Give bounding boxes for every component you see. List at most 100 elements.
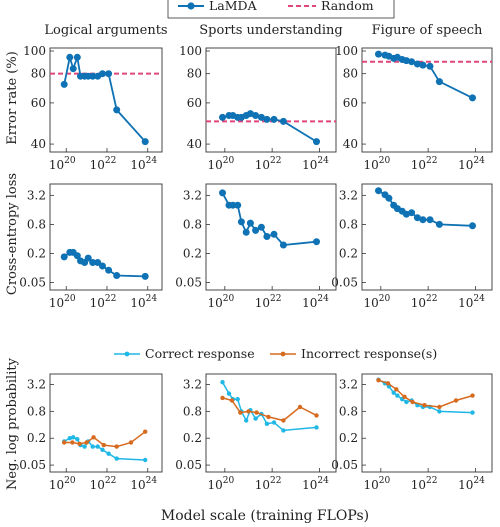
point-loss-sports-lamda-6	[246, 219, 254, 227]
ytick-label-error-sports-1: 80	[187, 67, 202, 81]
xtick-exponent-loss-logical-1: 22	[105, 294, 116, 304]
xtick-label-nlp-logical-1: 1022	[90, 476, 117, 492]
point-nlp-figure-correct-response-12	[470, 410, 475, 415]
legend-lamda-marker	[187, 2, 195, 10]
xtick-exponent-error-sports-0: 20	[223, 156, 235, 166]
xtick-exponent-loss-logical-0: 20	[64, 294, 76, 304]
ytick-label-error-logical-1: 80	[31, 67, 46, 81]
panel-frame-error-figure	[361, 47, 493, 153]
point-error-figure-lamda-11	[435, 78, 443, 86]
xtick-exponent-loss-figure-2: 24	[473, 294, 485, 304]
xtick-label-loss-figure-1: 1022	[411, 294, 438, 310]
xtick-label-loss-logical-2: 1024	[130, 294, 157, 310]
column-title-sports: Sports understanding	[199, 23, 342, 38]
point-loss-logical-lamda-10	[105, 266, 113, 274]
point-nlp-logical-incorrect-response-s-3	[84, 440, 89, 445]
ytick-label-loss-sports-1: 0.8	[183, 217, 202, 231]
point-loss-sports-lamda-9	[263, 233, 271, 240]
point-loss-sports-lamda-10	[270, 230, 278, 238]
point-nlp-logical-incorrect-response-s-5	[101, 442, 107, 448]
ytick-label-error-figure-3: 40	[343, 137, 358, 151]
ytick-label-loss-logical-1: 0.8	[27, 217, 46, 231]
ytick-label-loss-sports-0: 3.2	[183, 188, 202, 202]
xtick-label-error-logical-0: 1020	[49, 156, 76, 172]
point-error-logical-lamda-2	[69, 65, 77, 73]
point-loss-logical-lamda-0	[60, 253, 68, 261]
point-error-figure-lamda-10	[426, 62, 434, 70]
point-loss-sports-lamda-0	[219, 189, 226, 197]
point-nlp-sports-correct-response-10	[271, 420, 277, 425]
ytick-label-error-sports-0: 100	[179, 44, 202, 58]
point-nlp-figure-incorrect-response-s-5	[422, 403, 427, 408]
point-nlp-figure-correct-response-6	[404, 399, 409, 405]
legend-bottom: Correct response Incorrect response(s)	[114, 346, 437, 361]
point-nlp-logical-correct-response-8	[95, 444, 100, 449]
xtick-label-error-logical-1: 1022	[90, 156, 117, 172]
xtick-exponent-loss-figure-0: 20	[379, 294, 391, 304]
ytick-label-nlp-logical-0: 3.2	[27, 377, 46, 391]
ytick-label-loss-figure-2: 0.2	[339, 246, 358, 260]
point-nlp-sports-incorrect-response-s-6	[281, 418, 286, 423]
point-nlp-sports-correct-response-5	[244, 418, 249, 423]
point-error-logical-lamda-0	[60, 80, 68, 88]
point-nlp-figure-incorrect-response-s-2	[394, 387, 399, 392]
ytick-label-nlp-figure-0: 3.2	[339, 377, 358, 391]
point-error-sports-lamda-11	[279, 117, 287, 125]
panel-frame-nlp-sports	[205, 373, 337, 473]
point-nlp-sports-incorrect-response-s-2	[238, 410, 243, 415]
panel-error-sports: 100 80 60 40 1020 1022 1024	[179, 44, 337, 172]
point-error-figure-lamda-12	[469, 94, 476, 102]
ytick-label-loss-sports-3: 0.05	[175, 276, 202, 290]
point-nlp-sports-incorrect-response-s-4	[254, 410, 259, 415]
point-error-sports-lamda-9	[263, 115, 271, 123]
ytick-label-nlp-sports-1: 0.8	[183, 404, 202, 418]
xtick-exponent-error-logical-2: 24	[146, 156, 158, 166]
xtick-exponent-loss-sports-0: 20	[223, 294, 235, 304]
xtick-exponent-nlp-figure-0: 20	[379, 476, 391, 486]
point-error-sports-lamda-8	[257, 113, 265, 121]
point-loss-logical-lamda-11	[113, 272, 121, 279]
point-loss-logical-lamda-3	[73, 252, 81, 260]
panel-frame-nlp-logical	[49, 373, 163, 473]
point-error-logical-lamda-11	[113, 106, 121, 114]
point-loss-sports-lamda-7	[252, 226, 260, 234]
ytick-label-nlp-logical-3: 0.05	[19, 458, 46, 472]
xtick-label-loss-logical-1: 1022	[90, 294, 117, 310]
point-error-figure-lamda-8	[413, 60, 421, 68]
point-nlp-logical-correct-response-3	[75, 437, 80, 442]
point-loss-figure-lamda-8	[413, 214, 421, 222]
xtick-label-nlp-figure-2: 1024	[458, 476, 485, 492]
ytick-label-error-figure-0: 100	[335, 44, 358, 58]
xtick-exponent-error-logical-1: 22	[105, 156, 116, 166]
xtick-exponent-nlp-logical-2: 24	[146, 476, 158, 486]
point-nlp-sports-correct-response-12	[314, 425, 319, 430]
point-error-figure-lamda-7	[408, 58, 416, 66]
ytick-label-nlp-sports-0: 3.2	[183, 377, 202, 391]
point-error-logical-lamda-1	[66, 53, 74, 61]
point-nlp-sports-incorrect-response-s-3	[246, 409, 251, 414]
panel-frame-error-logical	[49, 47, 163, 153]
point-loss-sports-lamda-2	[229, 201, 237, 209]
ytick-label-error-figure-2: 60	[343, 96, 358, 110]
point-nlp-sports-correct-response-0	[220, 380, 225, 385]
xtick-label-error-figure-2: 1024	[458, 156, 485, 172]
legend-correct-label: Correct response	[145, 346, 255, 361]
xtick-exponent-loss-sports-1: 22	[270, 294, 281, 304]
ytick-label-loss-figure-1: 0.8	[339, 217, 358, 231]
point-nlp-logical-correct-response-10	[106, 451, 111, 456]
column-title-logical: Logical arguments	[44, 23, 167, 38]
ytick-label-loss-sports-2: 0.2	[183, 246, 202, 260]
xtick-label-nlp-sports-1: 1022	[255, 476, 282, 492]
point-nlp-sports-correct-response-9	[264, 421, 270, 426]
xtick-exponent-error-figure-0: 20	[379, 156, 391, 166]
x-axis-label: Model scale (training FLOPs)	[161, 508, 369, 524]
point-nlp-sports-incorrect-response-s-7	[297, 404, 303, 410]
point-error-sports-lamda-7	[252, 112, 260, 119]
xtick-exponent-error-logical-0: 20	[64, 156, 76, 166]
point-loss-sports-lamda-11	[279, 241, 287, 249]
point-loss-sports-lamda-4	[237, 218, 245, 226]
point-nlp-sports-incorrect-response-s-1	[229, 398, 235, 403]
xtick-exponent-error-sports-2: 24	[317, 156, 329, 166]
